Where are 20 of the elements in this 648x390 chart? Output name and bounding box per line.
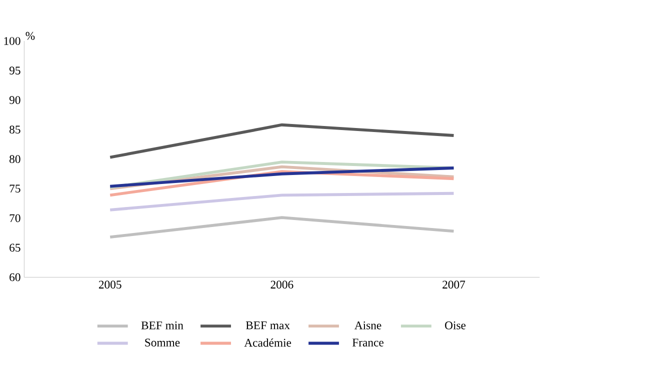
legend-label: Académie — [244, 338, 292, 346]
y-tick-label: 75 — [10, 184, 20, 192]
y-axis-title: % — [26, 32, 35, 40]
x-tick-label: 2005 — [98, 280, 122, 288]
x-tick-label: 2007 — [442, 280, 466, 288]
y-tick-label: 100 — [4, 36, 20, 45]
x-tick-label: 2006 — [270, 280, 294, 288]
y-tick-label: 65 — [10, 244, 20, 252]
legend-label: BEF max — [246, 321, 290, 330]
legend-label: France — [352, 338, 384, 346]
y-tick-label: 70 — [10, 214, 20, 222]
legend-label: Somme — [145, 338, 180, 346]
y-tick-label: 80 — [10, 154, 20, 163]
y-tick-label: 85 — [10, 125, 20, 134]
legend-label: Aisne — [354, 321, 382, 330]
legend-label: BEF min — [141, 321, 184, 330]
y-tick-label: 95 — [9, 66, 20, 74]
y-tick-label: 90 — [9, 96, 20, 104]
y-tick-label: 60 — [10, 273, 20, 281]
legend-label: Oise — [445, 321, 466, 330]
